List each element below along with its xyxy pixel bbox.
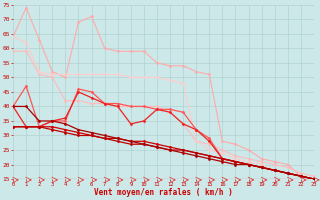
- X-axis label: Vent moyen/en rafales ( km/h ): Vent moyen/en rafales ( km/h ): [94, 188, 233, 197]
